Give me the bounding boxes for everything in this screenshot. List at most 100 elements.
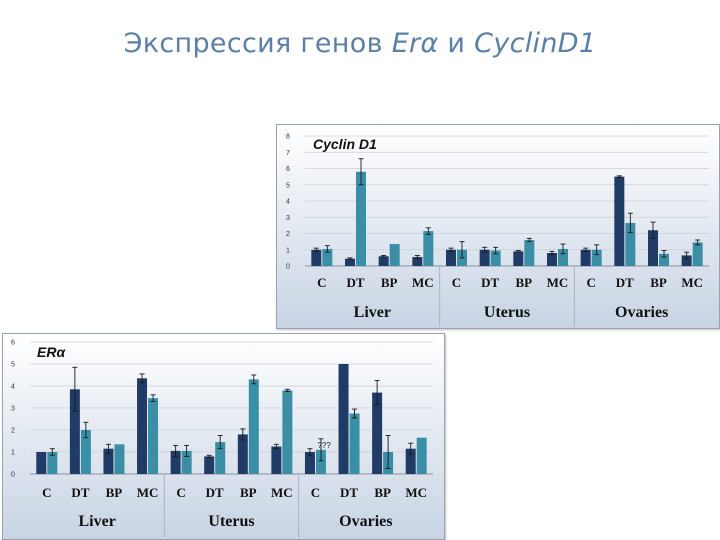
bar-s1-dt [345, 258, 355, 266]
chart-background [277, 125, 719, 328]
bar-s2-dt [80, 430, 91, 474]
bar-s1-c [304, 452, 315, 474]
bar-s2-mc [148, 398, 159, 474]
category-label: MC [405, 485, 427, 500]
y-tick-label: 8 [286, 134, 290, 141]
title-and: и [438, 28, 475, 59]
bar-s1-c [170, 450, 181, 474]
bar-s1-dt [204, 456, 215, 474]
bar-s1-bp [648, 230, 658, 266]
category-label: DT [206, 485, 224, 500]
category-label: BP [374, 485, 391, 500]
bar-s1-bp [378, 256, 389, 266]
bar-s1-dt [69, 389, 80, 474]
bar-s2-mc [282, 390, 293, 474]
y-tick-label: 5 [286, 182, 290, 189]
y-tick-label: 3 [11, 406, 15, 413]
bar-s2-c [181, 450, 192, 474]
y-tick-label: 4 [11, 384, 15, 391]
bar-s2-c [315, 449, 326, 474]
bar-s1-c [311, 249, 322, 266]
bar-s2-bp [524, 240, 535, 266]
y-tick-label: 5 [11, 362, 15, 369]
category-label: BP [381, 275, 398, 290]
category-label: MC [412, 275, 434, 290]
chart-title: Cyclin D1 [313, 136, 377, 152]
title-plain: Экспрессия генов [123, 28, 392, 59]
bar-s2-dt [215, 442, 226, 474]
bar-s2-mc [692, 242, 703, 266]
bar-s1-mc [681, 255, 692, 266]
cyclin-d1-chart: 0 1 2 3 4 5 6 7 8 Cyclin D1 C DT BP MC C DT BP MC C DT BP MC L… [277, 125, 719, 328]
slide-title: Экспрессия генов Erα и CyclinD1 [0, 28, 720, 59]
group-label: Liver [79, 513, 116, 530]
bar-s1-mc [405, 448, 416, 474]
cyclin-d1-chart-panel: 0 1 2 3 4 5 6 7 8 Cyclin D1 C DT BP MC C DT BP MC C DT BP MC L… [276, 124, 720, 329]
y-tick-label: 6 [11, 340, 15, 347]
bar-s2-c [47, 452, 58, 474]
category-label: MC [137, 485, 159, 500]
y-tick-label: 3 [286, 215, 290, 222]
bar-s1-bp [103, 448, 114, 474]
y-tick-label: 2 [286, 231, 290, 238]
category-label: C [176, 485, 185, 500]
category-label: DT [71, 485, 89, 500]
annotation: ??? [317, 441, 331, 450]
bar-s2-bp [659, 253, 669, 266]
y-tick-label: 1 [286, 247, 290, 254]
category-label: C [586, 275, 595, 290]
category-label: BP [240, 485, 257, 500]
bar-s2-dt [490, 250, 501, 266]
bar-s1-bp [237, 434, 248, 474]
y-tick-label: 6 [286, 166, 290, 173]
group-label: Liver [354, 304, 391, 321]
era-chart-panel: 0 1 2 3 4 5 6 ERα C DT BP MC C DT BP MC C DT BP MC Liver Uter… [2, 333, 445, 540]
category-label: C [452, 275, 461, 290]
category-label: MC [681, 275, 703, 290]
bar-s1-bp [372, 392, 383, 474]
y-tick-label: 0 [11, 472, 15, 479]
bar-s2-dt [356, 171, 366, 266]
bar-s1-bp [513, 251, 524, 266]
bar-s1-dt [479, 249, 490, 266]
category-label: BP [516, 275, 533, 290]
category-label: DT [616, 275, 634, 290]
group-label: Uterus [208, 513, 254, 530]
category-label: MC [271, 485, 293, 500]
group-label: Ovaries [615, 304, 668, 321]
title-gene-era: Erα [391, 28, 439, 59]
bar-s1-mc [412, 257, 423, 266]
bar-s2-mc [558, 248, 568, 266]
bar-s2-bp [114, 444, 125, 474]
bar-s2-bp [248, 379, 259, 474]
category-label: BP [650, 275, 667, 290]
bar-s1-mc [547, 253, 557, 266]
title-gene-cyclind1: CyclinD1 [474, 28, 597, 59]
y-tick-label: 2 [11, 428, 15, 435]
bar-s1-mc [271, 446, 282, 474]
bar-s1-dt [338, 364, 349, 474]
bar-s2-c [591, 249, 602, 266]
bar-s1-c [36, 452, 47, 474]
bar-s2-dt [625, 222, 636, 266]
y-tick-label: 7 [286, 150, 290, 157]
bar-s2-bp [389, 244, 400, 266]
group-label: Ovaries [339, 513, 392, 530]
bar-s2-mc [416, 437, 427, 474]
era-chart: 0 1 2 3 4 5 6 ERα C DT BP MC C DT BP MC C DT BP MC Liver Uter… [3, 334, 444, 539]
bar-s2-c [322, 248, 333, 266]
bar-s1-c [580, 249, 591, 266]
bar-s2-mc [423, 231, 434, 266]
category-label: MC [547, 275, 569, 290]
bar-s1-mc [137, 378, 148, 474]
bar-s1-dt [614, 176, 625, 266]
category-label: BP [106, 485, 123, 500]
bar-s1-c [446, 249, 456, 266]
chart-title: ERα [37, 344, 66, 360]
bar-s2-dt [349, 413, 360, 474]
category-label: C [311, 485, 320, 500]
category-label: DT [346, 275, 364, 290]
group-label: Uterus [484, 304, 530, 321]
category-label: DT [481, 275, 499, 290]
category-label: C [42, 485, 51, 500]
